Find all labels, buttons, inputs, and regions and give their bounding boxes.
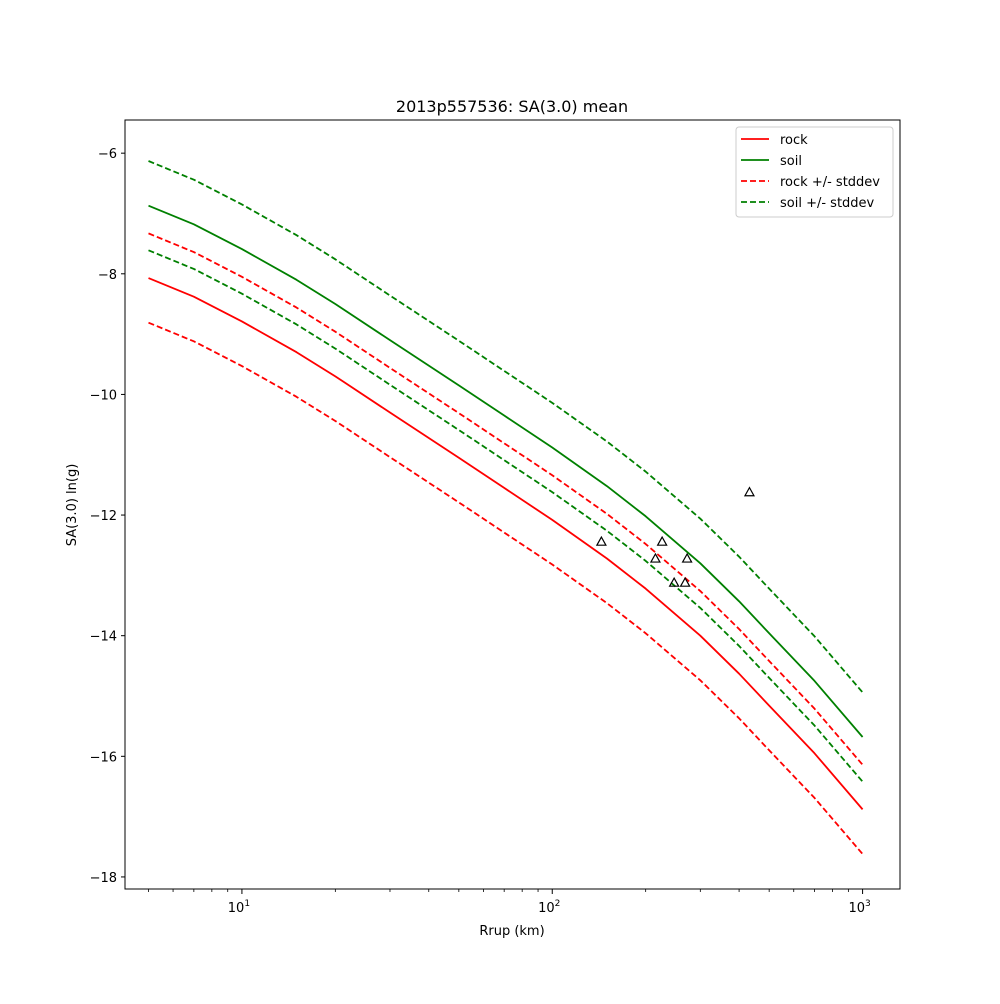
y-tick-label: −12 [90,509,117,524]
series-line-4 [148,160,864,693]
series-line-5 [148,249,864,783]
observation-marker [649,552,661,563]
legend: rock soil rock +/- stddev soil +/- stddev [735,126,894,218]
y-tick-label: −18 [90,871,117,886]
observation-marker [668,576,680,587]
x-tick-label: 101 [228,899,250,916]
observation-marker [679,576,691,587]
series-line-0 [148,277,864,810]
y-axis-label: SA(3.0) ln(g) [65,464,80,547]
y-tick-label: −8 [98,268,117,283]
y-tick-label: −10 [90,388,117,403]
y-tick-label: −14 [90,630,117,645]
legend-box [735,126,894,218]
series-line-2 [148,232,864,766]
axes-frame [124,119,901,890]
observation-points [595,486,755,587]
observation-marker [656,535,668,546]
series-layer [148,160,864,855]
observation-marker [595,535,607,546]
y-tick-label: −16 [90,750,117,765]
observation-marker [681,552,693,563]
observation-marker [743,486,755,497]
legend-label: rock [780,133,808,148]
legend-label: soil [780,154,802,169]
x-axis-label: Rrup (km) [479,924,544,939]
legend-label: rock +/- stddev [780,175,880,190]
chart-title: 2013p557536: SA(3.0) mean [396,97,628,116]
series-line-3 [148,321,864,855]
x-tick-label: 103 [848,899,870,916]
legend-label: soil +/- stddev [780,196,875,211]
ticks-layer: −6 −8 −10 −12 −14 −16 −18 101 102 103 [90,147,871,916]
y-tick-label: −6 [98,147,117,162]
x-tick-label: 102 [538,899,560,916]
series-line-1 [148,204,864,738]
